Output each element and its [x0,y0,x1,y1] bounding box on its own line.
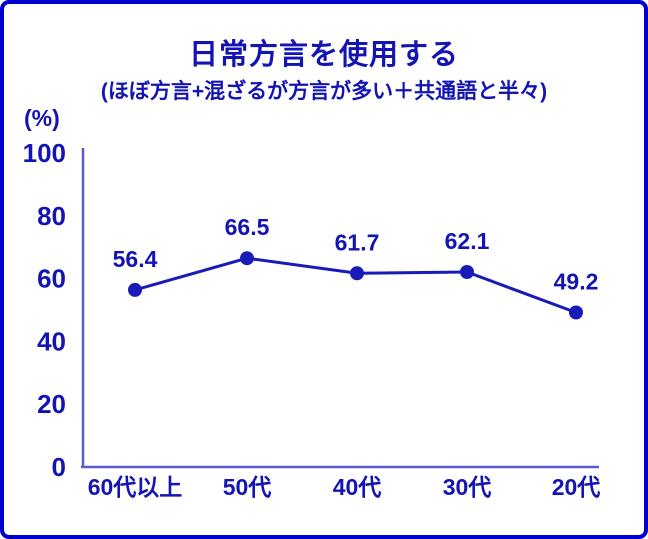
y-tick-label: 40 [37,326,66,356]
data-point [569,305,583,320]
data-point-label: 66.5 [225,214,270,240]
y-tick-label: 20 [37,389,66,419]
data-line [134,256,577,314]
y-tick-label: 80 [37,201,66,231]
data-point-label: 49.2 [554,269,599,295]
x-category-label: 50代 [223,474,272,500]
y-tick-label: 0 [52,452,66,482]
data-point [128,282,142,297]
data-point-label: 62.1 [445,228,490,254]
chart-title: 日常方言を使用する [188,39,459,71]
x-category-label: 60代以上 [88,474,183,500]
data-point-label: 56.4 [113,246,158,272]
y-tick-label: 100 [23,138,66,168]
data-point [350,266,364,281]
data-point-label: 61.7 [335,229,380,255]
x-category-label: 30代 [443,474,492,500]
y-axis-unit-label: (%) [24,105,60,131]
x-category-label: 20代 [552,474,601,500]
chart-subtitle: (ほぼ方言+混ざるが方言が多い＋共通語と半々) [100,80,548,103]
data-point [240,251,254,266]
data-point [460,265,474,280]
y-tick-label: 60 [37,264,66,294]
x-category-label: 40代 [333,474,382,500]
line-chart: 0 20 40 60 80 100 60代以上 50代 40代 30代 20代 56.4 66.5 61.… [23,138,601,500]
